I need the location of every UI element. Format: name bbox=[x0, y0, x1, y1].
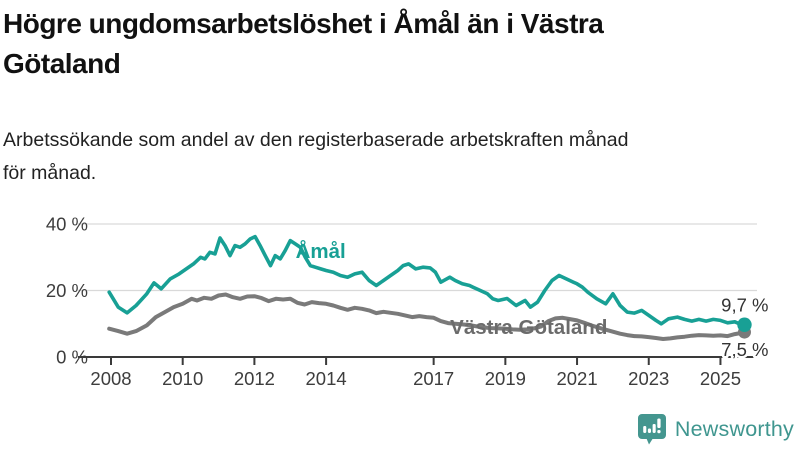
x-tick-label-2008: 2008 bbox=[90, 368, 131, 389]
unemployment-line-chart: 0 % 20 % 40 % 2008 2010 2012 2014 2017 2019 2021 2… bbox=[46, 214, 771, 390]
newsworthy-icon bbox=[637, 414, 666, 445]
page-title-line2: Götaland bbox=[3, 48, 121, 79]
x-tick-label-2019: 2019 bbox=[485, 368, 526, 389]
x-tick-label-2014: 2014 bbox=[306, 368, 347, 389]
chart-subtitle: Arbetssökande som andel av den registerb… bbox=[3, 124, 783, 190]
newsworthy-logo: Newsworthy bbox=[637, 413, 794, 445]
x-tick-label-2017: 2017 bbox=[413, 368, 454, 389]
amal-end-value-label: 9,7 % bbox=[721, 295, 768, 316]
vastra-gotaland-end-value-label: 7,5 % bbox=[721, 339, 768, 360]
page-title-line1: Högre ungdomsarbetslöshet i Åmål än i Vä… bbox=[3, 8, 604, 39]
y-tick-label-0: 0 % bbox=[56, 347, 88, 368]
amal-end-dot bbox=[737, 317, 752, 332]
chart-subtitle-line1: Arbetssökande som andel av den registerb… bbox=[3, 129, 629, 151]
y-tick-label-40: 40 % bbox=[46, 214, 88, 235]
series-line-vastra-gotaland bbox=[107, 292, 747, 341]
newsworthy-wordmark: Newsworthy bbox=[674, 416, 794, 441]
x-tick-label-2021: 2021 bbox=[556, 368, 597, 389]
x-tick-label-2012: 2012 bbox=[234, 368, 275, 389]
x-tick-label-2023: 2023 bbox=[628, 368, 669, 389]
vastra-gotaland-series-label: Västra Götaland bbox=[450, 316, 607, 339]
y-tick-label-20: 20 % bbox=[46, 280, 88, 301]
amal-series-label: Åmål bbox=[296, 239, 346, 263]
x-tick-label-2025: 2025 bbox=[700, 368, 741, 389]
x-tick-label-2010: 2010 bbox=[162, 368, 203, 389]
page-title: Högre ungdomsarbetslöshet i Åmål än i Vä… bbox=[3, 4, 773, 84]
series-line-amal bbox=[107, 234, 747, 327]
chart-subtitle-line2: för månad. bbox=[3, 162, 97, 184]
